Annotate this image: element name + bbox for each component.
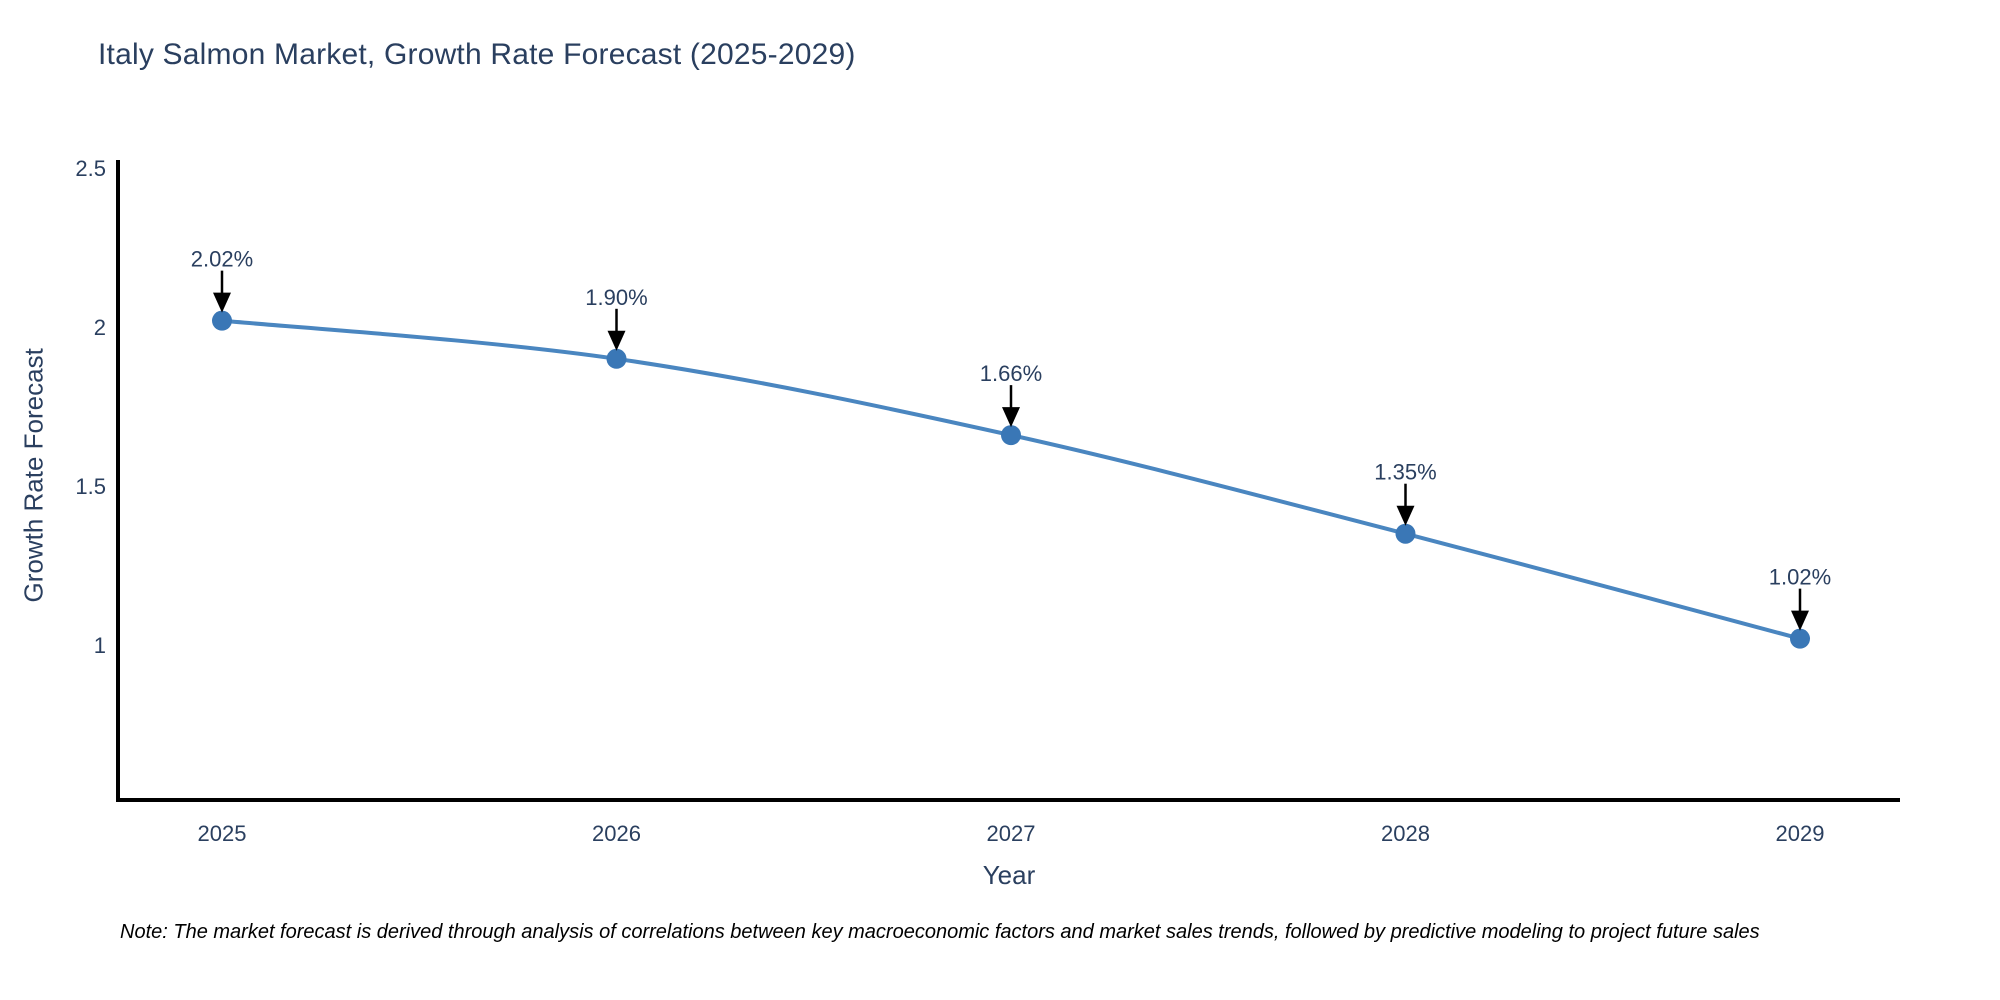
annotation-arrowhead-icon xyxy=(607,330,626,351)
data-point-2025[interactable] xyxy=(212,310,232,331)
y-tick-1: 1 xyxy=(94,633,106,658)
chart-title: Italy Salmon Market, Growth Rate Forecas… xyxy=(98,38,856,71)
annotation-arrowhead-icon xyxy=(1002,407,1020,428)
x-tick-2028: 2028 xyxy=(1381,821,1430,846)
annotation-arrowhead-icon xyxy=(1396,505,1415,526)
data-point-2029[interactable] xyxy=(1790,628,1810,649)
y-tick-labels: 1 1.5 2 2.5 xyxy=(75,156,106,658)
y-tick-1.5: 1.5 xyxy=(75,474,106,499)
point-label-2025: 2.02% xyxy=(191,247,253,272)
data-point-2027[interactable] xyxy=(1001,425,1021,446)
annotation-arrowhead-icon xyxy=(213,292,231,313)
data-point-2028[interactable] xyxy=(1395,523,1416,544)
point-label-2029: 1.02% xyxy=(1769,565,1831,590)
data-points xyxy=(212,310,1810,649)
point-annotations: 2.02% 1.90% 1.66% 1.35% 1.02% xyxy=(191,247,1831,631)
annotation-arrowhead-icon xyxy=(1791,610,1809,631)
footnote: Note: The market forecast is derived thr… xyxy=(120,921,1760,943)
data-point-2026[interactable] xyxy=(606,348,627,369)
point-label-2028: 1.35% xyxy=(1374,460,1436,485)
point-label-2026: 1.90% xyxy=(585,285,647,310)
x-tick-2029: 2029 xyxy=(1776,821,1825,846)
x-axis-title: Year xyxy=(982,860,1036,890)
x-tick-labels: 2025 2026 2027 2028 2029 xyxy=(198,821,1825,846)
x-tick-2026: 2026 xyxy=(592,821,641,846)
point-label-2027: 1.66% xyxy=(980,361,1042,386)
x-tick-2027: 2027 xyxy=(987,821,1036,846)
y-tick-2: 2 xyxy=(94,315,106,340)
x-tick-2025: 2025 xyxy=(198,821,247,846)
y-tick-2.5: 2.5 xyxy=(75,156,106,181)
